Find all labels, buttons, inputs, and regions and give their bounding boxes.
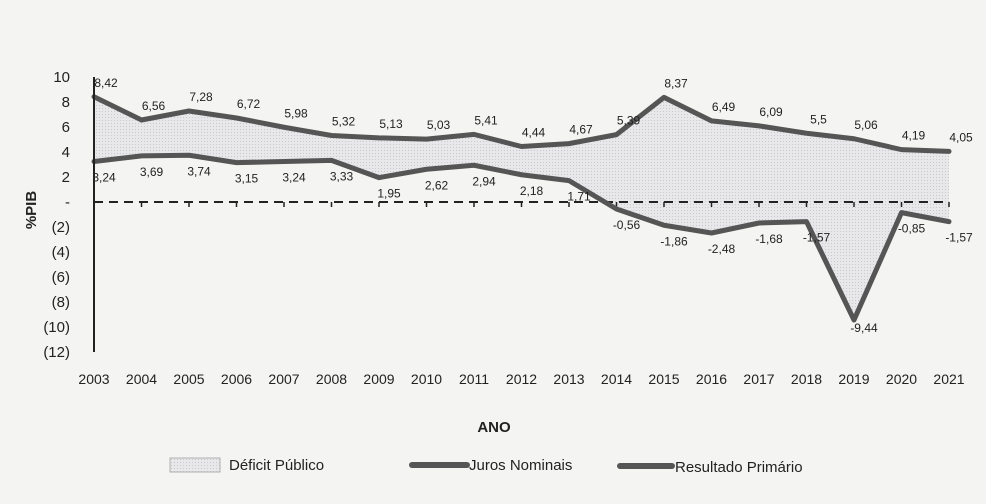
x-axis-title: ANO (477, 419, 511, 436)
y-tick-label: (10) (43, 319, 70, 336)
x-tick-label: 2003 (78, 371, 109, 387)
data-labels: 8,42 6,56 7,28 6,72 5,98 5,32 5,13 5,03 5,41 4,44… (92, 76, 973, 335)
data-label-primario: 3,24 (282, 171, 306, 185)
data-label-juros: 4,67 (569, 123, 593, 137)
data-label-juros: 6,56 (142, 99, 166, 113)
data-label-primario: -1,57 (803, 231, 831, 245)
data-label-juros: 5,5 (810, 112, 827, 126)
data-label-primario: 3,15 (235, 172, 259, 186)
y-tick-label: (12) (43, 344, 70, 361)
deficit-area (94, 96, 949, 320)
data-label-primario: 3,24 (92, 171, 116, 185)
series-juros-nominais-line (91, 94, 952, 154)
data-label-juros: 6,72 (237, 97, 261, 111)
x-tick-label: 2011 (459, 371, 489, 387)
y-tick-label: - (65, 194, 70, 211)
legend-label-deficit: Déficit Público (229, 457, 324, 474)
data-label-primario: -2,48 (708, 242, 736, 256)
data-label-primario: 3,69 (140, 165, 164, 179)
data-label-juros: 5,32 (332, 115, 356, 129)
x-tick-label: 2013 (553, 371, 584, 387)
data-label-primario: -0,56 (613, 218, 641, 232)
x-tick-label: 2014 (601, 371, 632, 387)
x-tick-label: 2020 (886, 371, 917, 387)
legend-item-deficit: Déficit Público (169, 457, 324, 474)
x-tick-label: 2010 (411, 371, 442, 387)
data-label-primario: -0,85 (898, 222, 926, 236)
x-tick-label: 2017 (743, 371, 774, 387)
x-tick-label: 2021 (933, 371, 964, 387)
x-tick-label: 2018 (791, 371, 822, 387)
y-tick-label: 10 (53, 69, 70, 86)
data-label-juros: 4,19 (902, 129, 926, 143)
x-tick-label: 2012 (506, 371, 537, 387)
x-tick-label: 2006 (221, 371, 252, 387)
data-label-juros: 8,42 (94, 76, 118, 90)
data-label-juros: 5,03 (427, 118, 451, 132)
x-tick-label: 2008 (316, 371, 347, 387)
data-label-primario: -1,57 (945, 231, 973, 245)
data-label-primario: 1,71 (567, 190, 591, 204)
data-label-primario: 1,95 (377, 187, 401, 201)
x-tick-label: 2009 (363, 371, 394, 387)
x-tick-label: 2016 (696, 371, 727, 387)
y-tick-label: (2) (52, 219, 70, 236)
data-label-primario: -1,68 (755, 232, 783, 246)
y-tick-label: 2 (62, 169, 70, 186)
x-tick-label: 2019 (838, 371, 869, 387)
data-label-juros: 6,49 (712, 100, 736, 114)
x-tick-label: 2015 (648, 371, 679, 387)
x-axis: 2003 2004 2005 2006 2007 2008 2009 2010 2011 2012… (78, 371, 964, 387)
y-tick-label: 6 (62, 119, 70, 136)
data-label-juros: 4,44 (522, 126, 546, 140)
data-label-primario: -9,44 (850, 321, 878, 335)
x-tick-label: 2004 (126, 371, 157, 387)
plot-area (91, 94, 952, 323)
data-label-juros: 8,37 (664, 76, 688, 90)
legend-label-primario: Resultado Primário (675, 459, 803, 476)
data-label-juros: 6,09 (759, 105, 783, 119)
data-label-juros: 5,41 (474, 113, 498, 127)
data-label-juros: 5,98 (284, 106, 308, 120)
data-label-primario: 2,94 (472, 174, 496, 188)
series-resultado-primario-line (91, 152, 952, 323)
y-tick-label: (4) (52, 244, 70, 261)
data-label-primario: 3,33 (330, 169, 354, 183)
legend-item-primario: Resultado Primário (617, 459, 803, 476)
y-axis-title: %PIB (23, 191, 40, 230)
y-tick-label: (6) (52, 269, 70, 286)
data-label-juros: 4,05 (949, 130, 973, 144)
legend-item-juros: Juros Nominais (409, 457, 572, 474)
legend: Déficit Público Juros Nominais Resultado… (169, 457, 803, 476)
y-tick-label: (8) (52, 294, 70, 311)
data-label-primario: 2,62 (425, 178, 449, 192)
y-tick-label: 4 (62, 144, 70, 161)
data-label-primario: -1,86 (660, 234, 688, 248)
legend-swatch-deficit (169, 457, 221, 473)
legend-label-juros: Juros Nominais (469, 457, 572, 474)
data-label-juros: 5,06 (854, 118, 878, 132)
y-axis: 10 8 6 4 2 - (2) (4) (6) (8) (10) (12) (43, 69, 95, 361)
data-label-primario: 2,18 (520, 184, 544, 198)
x-tick-label: 2007 (268, 371, 299, 387)
data-label-juros: 5,13 (379, 117, 403, 131)
y-tick-label: 8 (62, 94, 70, 111)
x-tick-label: 2005 (173, 371, 204, 387)
data-label-primario: 3,74 (187, 164, 211, 178)
data-label-juros: 7,28 (189, 90, 213, 104)
data-label-juros: 5,39 (617, 114, 641, 128)
